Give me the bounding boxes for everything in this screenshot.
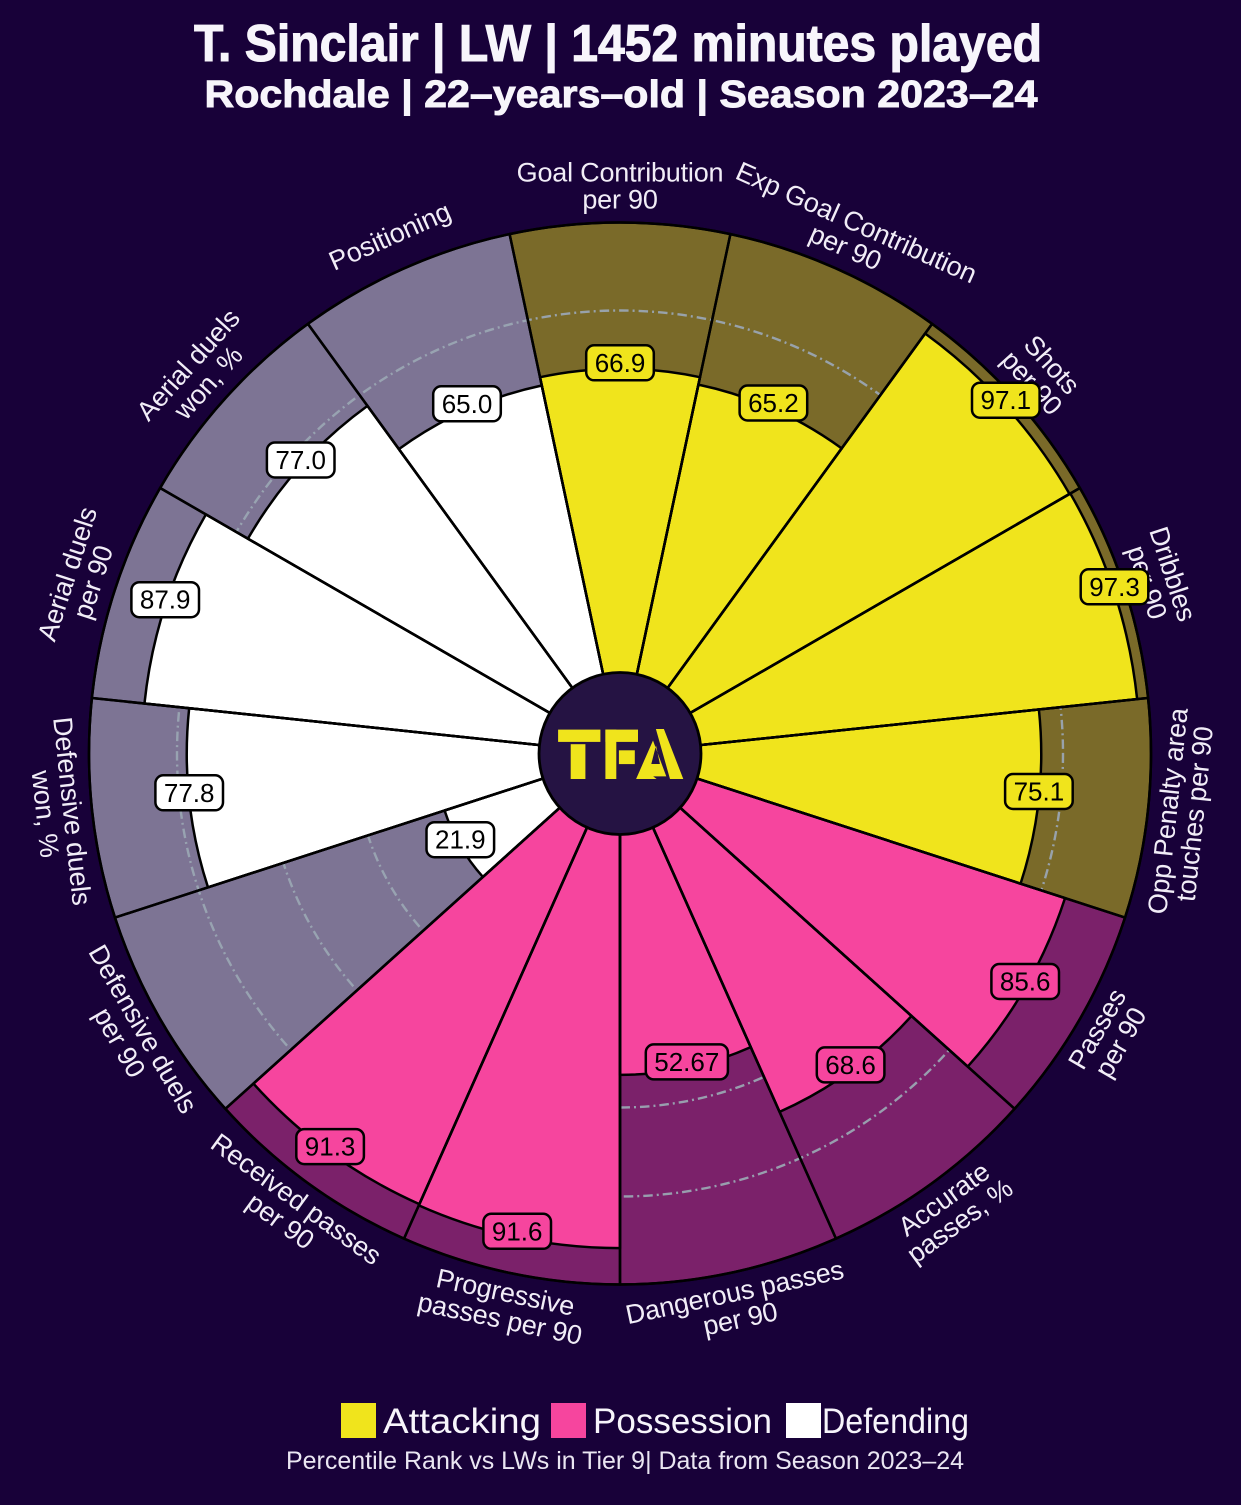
svg-text:68.6: 68.6 — [825, 1050, 876, 1080]
svg-text:91.3: 91.3 — [305, 1132, 356, 1162]
svg-text:97.1: 97.1 — [980, 385, 1031, 415]
svg-text:77.0: 77.0 — [275, 445, 326, 475]
svg-text:52.67: 52.67 — [654, 1047, 719, 1077]
svg-text:75.1: 75.1 — [1014, 777, 1065, 807]
svg-text:Percentile Rank vs LWs in Tier: Percentile Rank vs LWs in Tier 9| Data f… — [286, 1447, 964, 1475]
svg-text:21.9: 21.9 — [435, 825, 486, 855]
svg-text:87.9: 87.9 — [140, 585, 191, 615]
svg-text:Goal Contribution: Goal Contribution — [517, 158, 724, 188]
svg-text:65.0: 65.0 — [442, 389, 493, 419]
svg-text:66.9: 66.9 — [595, 348, 646, 378]
svg-text:97.3: 97.3 — [1089, 572, 1140, 602]
svg-text:91.6: 91.6 — [492, 1216, 543, 1246]
svg-text:Attacking: Attacking — [383, 1402, 541, 1441]
svg-text:77.8: 77.8 — [164, 778, 215, 808]
svg-text:T. Sinclair | LW | 1452 minute: T. Sinclair | LW | 1452 minutes played — [194, 15, 1042, 73]
svg-text:Rochdale | 22–years–old | Seas: Rochdale | 22–years–old | Season 2023–24 — [205, 74, 1038, 116]
svg-text:Defending: Defending — [822, 1402, 969, 1441]
svg-text:Possession: Possession — [593, 1402, 772, 1441]
svg-text:per 90: per 90 — [582, 185, 657, 215]
svg-text:65.2: 65.2 — [748, 388, 799, 418]
svg-text:85.6: 85.6 — [1000, 967, 1051, 997]
